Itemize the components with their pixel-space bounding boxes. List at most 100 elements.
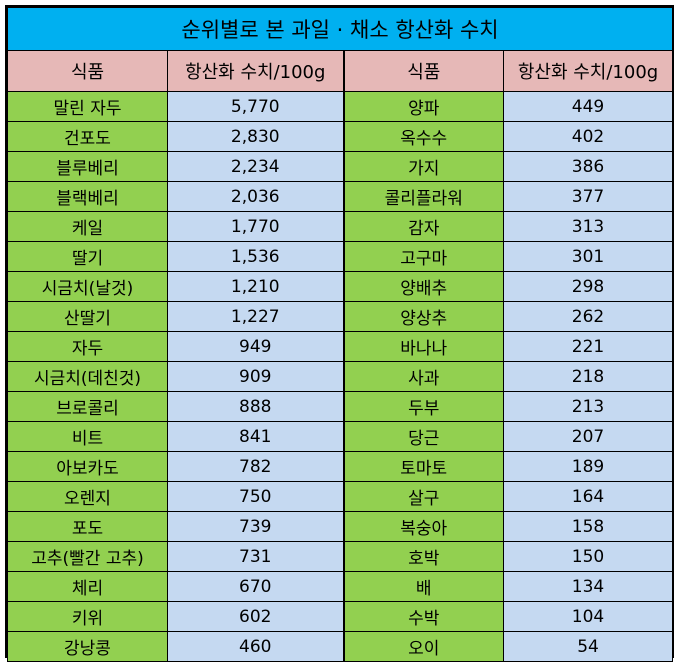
value-right-cell: 150 xyxy=(502,541,674,572)
table-row: 케일 1,770 감자 313 xyxy=(7,211,674,242)
header-value-left: 항산화 수치/100g xyxy=(167,50,344,92)
value-right-cell: 402 xyxy=(502,121,674,152)
antioxidant-table-frame: 순위별로 본 과일 · 채소 항산화 수치 식품 항산화 수치/100g 식품 … xyxy=(5,5,674,662)
food-right-cell: 배 xyxy=(342,571,504,602)
value-right-cell: 158 xyxy=(502,511,674,542)
value-right-cell: 134 xyxy=(502,571,674,602)
table-row: 블루베리 2,234 가지 386 xyxy=(7,151,674,182)
table-row: 포도 739 복숭아 158 xyxy=(7,511,674,542)
value-right-cell: 54 xyxy=(502,631,674,662)
table-row: 키위 602 수박 104 xyxy=(7,601,674,632)
value-left-cell: 460 xyxy=(167,631,344,662)
header-row: 식품 항산화 수치/100g 식품 항산화 수치/100g xyxy=(7,50,674,92)
food-left-cell: 아보카도 xyxy=(7,451,168,482)
value-right-cell: 301 xyxy=(502,241,674,272)
food-left-cell: 고추(빨간 고추) xyxy=(7,541,168,572)
food-left-cell: 자두 xyxy=(7,331,168,362)
table-row: 비트 841 당근 207 xyxy=(7,421,674,452)
value-left-cell: 2,830 xyxy=(167,121,344,152)
food-left-cell: 키위 xyxy=(7,601,168,632)
food-right-cell: 고구마 xyxy=(342,241,504,272)
value-right-cell: 386 xyxy=(502,151,674,182)
value-left-cell: 2,234 xyxy=(167,151,344,182)
food-right-cell: 바나나 xyxy=(342,331,504,362)
header-value-right: 항산화 수치/100g xyxy=(502,50,674,92)
value-right-cell: 104 xyxy=(502,601,674,632)
food-left-cell: 딸기 xyxy=(7,241,168,272)
value-right-cell: 313 xyxy=(502,211,674,242)
table-row: 고추(빨간 고추) 731 호박 150 xyxy=(7,541,674,572)
food-right-cell: 양상추 xyxy=(342,301,504,332)
food-right-cell: 양파 xyxy=(342,91,504,122)
food-right-cell: 당근 xyxy=(342,421,504,452)
table-row: 자두 949 바나나 221 xyxy=(7,331,674,362)
food-left-cell: 케일 xyxy=(7,211,168,242)
value-left-cell: 5,770 xyxy=(167,91,344,122)
food-right-cell: 두부 xyxy=(342,391,504,422)
food-left-cell: 산딸기 xyxy=(7,301,168,332)
food-left-cell: 체리 xyxy=(7,571,168,602)
food-right-cell: 토마토 xyxy=(342,451,504,482)
food-right-cell: 살구 xyxy=(342,481,504,512)
table-row: 아보카도 782 토마토 189 xyxy=(7,451,674,482)
value-left-cell: 888 xyxy=(167,391,344,422)
value-left-cell: 1,210 xyxy=(167,271,344,302)
table-row: 체리 670 배 134 xyxy=(7,571,674,602)
value-left-cell: 1,536 xyxy=(167,241,344,272)
value-right-cell: 298 xyxy=(502,271,674,302)
antioxidant-table: 순위별로 본 과일 · 채소 항산화 수치 식품 항산화 수치/100g 식품 … xyxy=(6,7,674,662)
table-row: 건포도 2,830 옥수수 402 xyxy=(7,121,674,152)
food-right-cell: 호박 xyxy=(342,541,504,572)
table-row: 브로콜리 888 두부 213 xyxy=(7,391,674,422)
food-left-cell: 시금치(날것) xyxy=(7,271,168,302)
value-left-cell: 602 xyxy=(167,601,344,632)
value-left-cell: 1,227 xyxy=(167,301,344,332)
value-left-cell: 750 xyxy=(167,481,344,512)
food-right-cell: 수박 xyxy=(342,601,504,632)
food-left-cell: 블루베리 xyxy=(7,151,168,182)
food-right-cell: 콜리플라워 xyxy=(342,181,504,212)
value-left-cell: 739 xyxy=(167,511,344,542)
food-right-cell: 옥수수 xyxy=(342,121,504,152)
food-left-cell: 비트 xyxy=(7,421,168,452)
table-row: 시금치(데친것) 909 사과 218 xyxy=(7,361,674,392)
header-food-right: 식품 xyxy=(342,50,504,92)
food-right-cell: 사과 xyxy=(342,361,504,392)
table-row: 말린 자두 5,770 양파 449 xyxy=(7,91,674,122)
table-row: 산딸기 1,227 양상추 262 xyxy=(7,301,674,332)
food-left-cell: 포도 xyxy=(7,511,168,542)
table-row: 시금치(날것) 1,210 양배추 298 xyxy=(7,271,674,302)
value-left-cell: 841 xyxy=(167,421,344,452)
food-left-cell: 말린 자두 xyxy=(7,91,168,122)
value-right-cell: 164 xyxy=(502,481,674,512)
table-title: 순위별로 본 과일 · 채소 항산화 수치 xyxy=(6,7,674,51)
food-right-cell: 가지 xyxy=(342,151,504,182)
food-right-cell: 양배추 xyxy=(342,271,504,302)
value-right-cell: 449 xyxy=(502,91,674,122)
food-right-cell: 감자 xyxy=(342,211,504,242)
value-left-cell: 670 xyxy=(167,571,344,602)
value-left-cell: 949 xyxy=(167,331,344,362)
food-left-cell: 블랙베리 xyxy=(7,181,168,212)
value-left-cell: 909 xyxy=(167,361,344,392)
value-right-cell: 189 xyxy=(502,451,674,482)
value-left-cell: 731 xyxy=(167,541,344,572)
value-left-cell: 1,770 xyxy=(167,211,344,242)
food-left-cell: 오렌지 xyxy=(7,481,168,512)
food-left-cell: 건포도 xyxy=(7,121,168,152)
food-left-cell: 강낭콩 xyxy=(7,631,168,662)
header-food-left: 식품 xyxy=(7,50,168,92)
value-left-cell: 782 xyxy=(167,451,344,482)
food-right-cell: 오이 xyxy=(342,631,504,662)
food-left-cell: 브로콜리 xyxy=(7,391,168,422)
table-row: 블랙베리 2,036 콜리플라워 377 xyxy=(7,181,674,212)
value-right-cell: 377 xyxy=(502,181,674,212)
value-right-cell: 218 xyxy=(502,361,674,392)
value-right-cell: 213 xyxy=(502,391,674,422)
value-right-cell: 262 xyxy=(502,301,674,332)
value-left-cell: 2,036 xyxy=(167,181,344,212)
value-right-cell: 207 xyxy=(502,421,674,452)
food-right-cell: 복숭아 xyxy=(342,511,504,542)
title-row: 순위별로 본 과일 · 채소 항산화 수치 xyxy=(6,7,674,51)
table-row: 딸기 1,536 고구마 301 xyxy=(7,241,674,272)
